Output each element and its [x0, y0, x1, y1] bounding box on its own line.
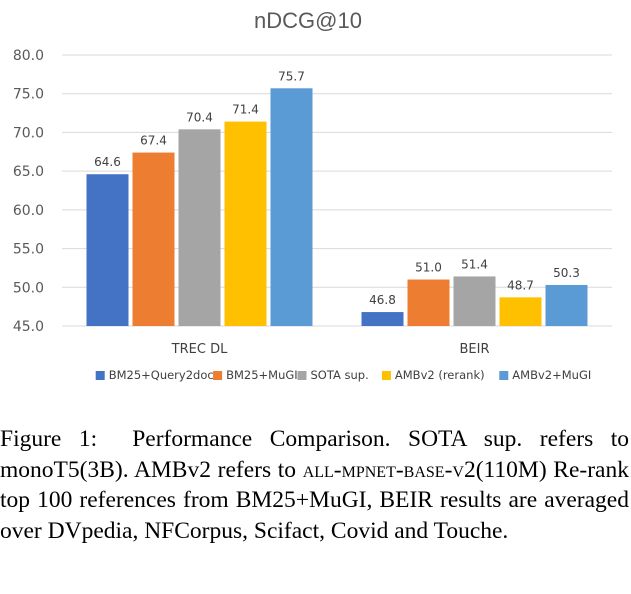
bar: [132, 152, 175, 326]
legend-label: BM25+MuGI: [226, 368, 298, 382]
bar: [224, 121, 267, 327]
y-tick-label: 65.0: [13, 164, 44, 180]
y-tick-label: 60.0: [13, 203, 44, 219]
y-tick-label: 70.0: [13, 125, 44, 141]
bar: [178, 129, 221, 326]
bar: [361, 312, 404, 326]
y-tick-label: 75.0: [13, 87, 44, 103]
data-label: 48.7: [507, 278, 534, 292]
data-label: 71.4: [232, 103, 259, 117]
caption-label: Figure 1:: [0, 426, 98, 452]
x-axis-categories: TREC DL BEIR: [171, 342, 490, 357]
legend-swatch: [499, 371, 509, 380]
y-tick-label: 55.0: [13, 242, 44, 258]
caption-text-1: Performance Comparison. SOTA sup. refers…: [0, 426, 630, 483]
caption-model-name: all-mpnet-base-v2: [302, 456, 476, 483]
figure-caption: Figure 1: Performance Comparison. SOTA s…: [0, 424, 629, 546]
data-label: 67.4: [140, 134, 167, 148]
bar: [407, 279, 450, 326]
chart: nDCG@10 45.0 50.0 55.0 60.0 65.0 70.0 75.0 80.0…: [13, 8, 612, 382]
chart-title: nDCG@10: [254, 8, 362, 33]
legend-label: SOTA sup.: [311, 368, 369, 382]
data-label: 70.4: [186, 110, 213, 124]
caption-text-2: (110M) Re-rank top 100 references from B…: [0, 456, 629, 544]
legend-swatch: [213, 371, 223, 380]
y-axis-ticks: 45.0 50.0 55.0 60.0 65.0 70.0 75.0 80.0: [13, 48, 44, 335]
bar: [499, 297, 542, 326]
bar: [545, 284, 588, 326]
y-tick-label: 50.0: [13, 280, 44, 296]
category-label: TREC DL: [171, 342, 228, 357]
legend-label: AMBv2+MuGI: [512, 368, 591, 382]
bar: [86, 174, 129, 326]
bar: [270, 88, 313, 327]
legend-label: AMBv2 (rerank): [395, 368, 485, 382]
legend-swatch: [95, 371, 105, 380]
y-tick-label: 45.0: [13, 319, 44, 335]
data-label: 75.7: [278, 69, 305, 83]
legend-label: BM25+Query2doc: [109, 368, 214, 382]
legend-swatch: [381, 371, 391, 380]
data-label: 51.4: [461, 257, 488, 271]
category-label: BEIR: [460, 342, 490, 357]
bar-chart: nDCG@10 45.0 50.0 55.0 60.0 65.0 70.0 75.0 80.0…: [13, 8, 612, 382]
data-label: 51.0: [415, 261, 442, 275]
legend-swatch: [297, 371, 307, 380]
data-label: 46.8: [369, 293, 396, 307]
data-label: 50.3: [553, 266, 580, 280]
data-labels: 64.6 67.4 70.4 71.4 75.7 46.8 51.0 51.4 48.7 50.3: [94, 69, 580, 307]
bars: [86, 88, 588, 327]
bar: [453, 276, 496, 326]
y-tick-label: 80.0: [13, 48, 44, 64]
legend: BM25+Query2doc BM25+MuGI SOTA sup. AMBv2 (r…: [95, 368, 591, 382]
data-label: 64.6: [94, 155, 121, 169]
